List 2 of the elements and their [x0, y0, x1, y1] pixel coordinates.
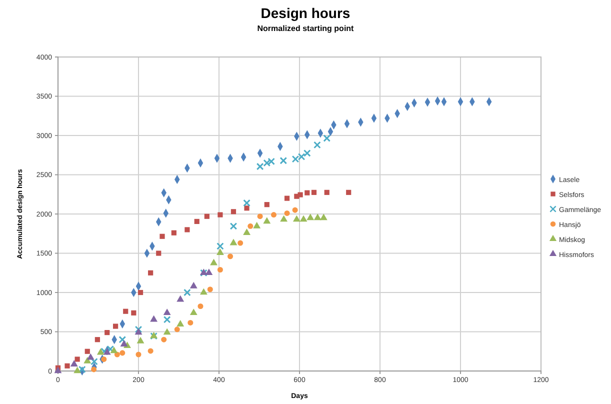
chart-subtitle: Normalized starting point: [257, 24, 354, 33]
chart-title: Design hours: [260, 5, 350, 21]
